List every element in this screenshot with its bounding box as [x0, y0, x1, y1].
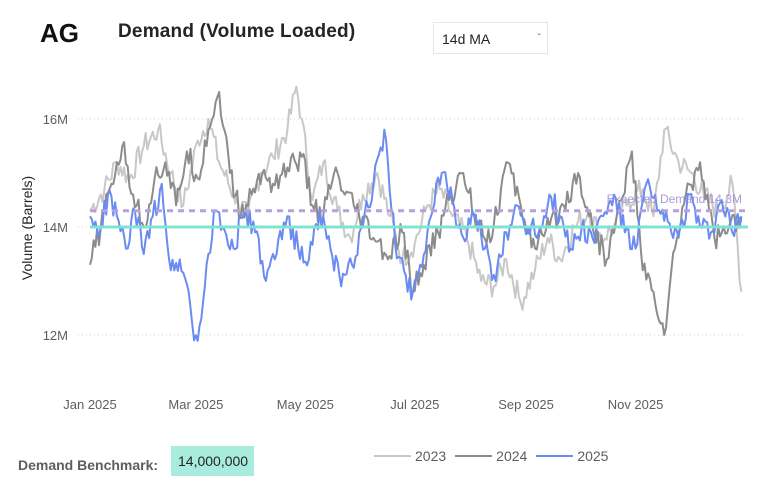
y-tick-label: 16M [43, 112, 68, 127]
x-tick-label: Nov 2025 [608, 397, 664, 412]
benchmark-label: Demand Benchmark: [18, 457, 159, 473]
legend-item-2025[interactable]: 2025 [536, 448, 608, 464]
moving-average-value: 14d MA [442, 31, 491, 47]
legend-swatch-2023 [374, 455, 411, 457]
series-line-2023 [89, 85, 743, 311]
series-lines [89, 85, 743, 342]
legend-swatch-2025 [536, 455, 574, 457]
moving-average-select[interactable]: 14d MA ˇ [433, 22, 548, 54]
series-line-2025 [89, 128, 743, 342]
series-line-2024 [89, 91, 743, 336]
legend-label-2023: 2023 [415, 448, 447, 464]
x-tick-label: Jul 2025 [390, 397, 439, 412]
y-tick-label: 14M [43, 220, 68, 235]
benchmark-input[interactable]: 14,000,000 [171, 446, 254, 476]
legend-item-2024[interactable]: 2024 [455, 448, 527, 464]
legend: 2023 2024 2025 [374, 448, 617, 464]
x-tick-label: May 2025 [277, 397, 334, 412]
expected-demand-label: Expected Demand 14.3M [607, 192, 742, 206]
legend-label-2024: 2024 [496, 448, 528, 464]
chevron-down-icon[interactable]: ˇ [537, 33, 541, 44]
chart-title: Demand (Volume Loaded) [118, 21, 356, 42]
x-tick-label: Jan 2025 [63, 397, 117, 412]
y-tick-label: 12M [43, 328, 68, 343]
ticker-label: AG [40, 18, 79, 48]
x-axis-ticks: Jan 2025 Mar 2025 May 2025 Jul 2025 Sep 2025… [63, 397, 663, 412]
demand-chart: 12M 14M 16M Jan 2025 Mar 2025 May 2025 Jul 20… [19, 85, 748, 412]
reference-lines: Expected Demand 14.3M [90, 192, 748, 229]
x-tick-label: Mar 2025 [168, 397, 223, 412]
x-tick-label: Sep 2025 [498, 397, 554, 412]
legend-label-2025: 2025 [577, 448, 609, 464]
y-axis-ticks: 12M 14M 16M [43, 112, 68, 343]
legend-item-2023[interactable]: 2023 [374, 448, 446, 464]
y-axis-title: Volume (Barrels) [19, 176, 35, 280]
legend-swatch-2024 [455, 455, 493, 457]
